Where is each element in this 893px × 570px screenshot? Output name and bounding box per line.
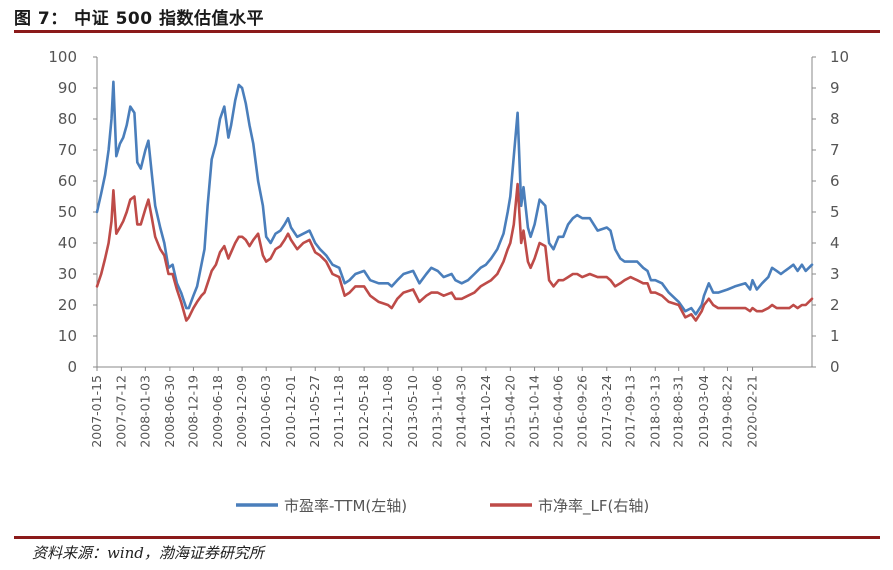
bottom-divider xyxy=(14,536,880,539)
x-tick-label: 2019-03-04 xyxy=(696,375,711,448)
x-tick-label: 2007-01-15 xyxy=(89,375,104,448)
x-tick-label: 2009-06-18 xyxy=(210,375,225,448)
y-right-tick-label: 8 xyxy=(830,110,840,128)
legend-label-pe: 市盈率-TTM(左轴) xyxy=(284,497,407,515)
x-tick-label: 2018-08-31 xyxy=(671,375,686,448)
x-tick-label: 2017-03-24 xyxy=(599,375,614,448)
x-tick-label: 2008-12-19 xyxy=(185,375,200,448)
x-tick-label: 2008-06-30 xyxy=(162,375,177,448)
x-tick-label: 2009-12-09 xyxy=(234,375,249,448)
y-left-tick-label: 70 xyxy=(58,141,77,159)
pe-ttm-series-line xyxy=(95,80,814,316)
y-left-tick-label: 100 xyxy=(48,48,77,66)
x-tick-label: 2019-08-22 xyxy=(719,375,734,448)
y-right-tick-label: 9 xyxy=(830,79,840,97)
y-left-tick-label: 50 xyxy=(58,203,77,221)
y-right-tick-label: 5 xyxy=(830,203,840,221)
x-tick-label: 2007-07-12 xyxy=(113,375,128,448)
x-tick-label: 2017-09-13 xyxy=(622,375,637,448)
y-right-tick-label: 7 xyxy=(830,141,840,159)
y-right-tick-label: 1 xyxy=(830,327,840,345)
y-left-tick-label: 80 xyxy=(58,110,77,128)
y-right-tick-label: 6 xyxy=(830,172,840,190)
legend-label-pb: 市净率_LF(右轴) xyxy=(538,497,649,516)
x-tick-label: 2008-01-03 xyxy=(137,375,152,448)
x-tick-label: 2013-11-06 xyxy=(430,375,445,448)
y-right-tick-label: 4 xyxy=(830,234,840,252)
x-tick-label: 2014-10-24 xyxy=(478,375,493,448)
x-tick-label: 2018-03-13 xyxy=(647,375,662,448)
x-tick-label: 2016-04-06 xyxy=(551,375,566,448)
y-left-tick-label: 90 xyxy=(58,79,77,97)
y-left-tick-label: 30 xyxy=(58,265,77,283)
x-tick-label: 2012-05-18 xyxy=(356,375,371,448)
y-left-tick-label: 0 xyxy=(67,358,77,376)
x-tick-label: 2015-04-20 xyxy=(502,375,517,448)
x-tick-label: 2012-11-08 xyxy=(380,375,395,448)
x-tick-label: 2020-02-21 xyxy=(745,375,760,448)
y-right-tick-label: 2 xyxy=(830,296,840,314)
pb-lf-series-line xyxy=(95,182,814,322)
y-left-tick-label: 20 xyxy=(58,296,77,314)
x-tick-label: 2013-05-10 xyxy=(405,375,420,448)
x-tick-label: 2015-10-14 xyxy=(527,375,542,448)
y-right-tick-label: 10 xyxy=(830,48,849,66)
x-tick-label: 2010-12-01 xyxy=(283,375,298,448)
axes-layer xyxy=(93,56,816,371)
figure-title: 图 7： 中证 500 指数估值水平 xyxy=(14,9,264,29)
valuation-chart: 0 10 20 30 40 50 60 70 80 90 100 0 1 2 3 4 5 6 7 8 9 10 2007-0… xyxy=(48,48,849,516)
y-left-tick-label: 10 xyxy=(58,327,77,345)
x-tick-label: 2010-06-03 xyxy=(258,375,273,448)
x-tick-label: 2011-05-27 xyxy=(307,375,322,448)
y-left-tick-label: 60 xyxy=(58,172,77,190)
tick-label-layer: 0 10 20 30 40 50 60 70 80 90 100 0 1 2 3 4 5 6 7 8 9 10 2007-0… xyxy=(48,48,849,448)
x-tick-label: 2016-09-26 xyxy=(574,375,589,448)
top-divider xyxy=(14,30,880,33)
y-right-tick-label: 0 xyxy=(830,358,840,376)
y-left-tick-label: 40 xyxy=(58,234,77,252)
legend: 市盈率-TTM(左轴) 市净率_LF(右轴) xyxy=(236,497,649,516)
source-note: 资料来源：wind，渤海证券研究所 xyxy=(32,544,264,562)
x-tick-label: 2014-04-30 xyxy=(454,375,469,448)
y-right-tick-label: 3 xyxy=(830,265,840,283)
series-layer xyxy=(95,80,814,322)
x-tick-label: 2011-11-18 xyxy=(331,375,346,448)
